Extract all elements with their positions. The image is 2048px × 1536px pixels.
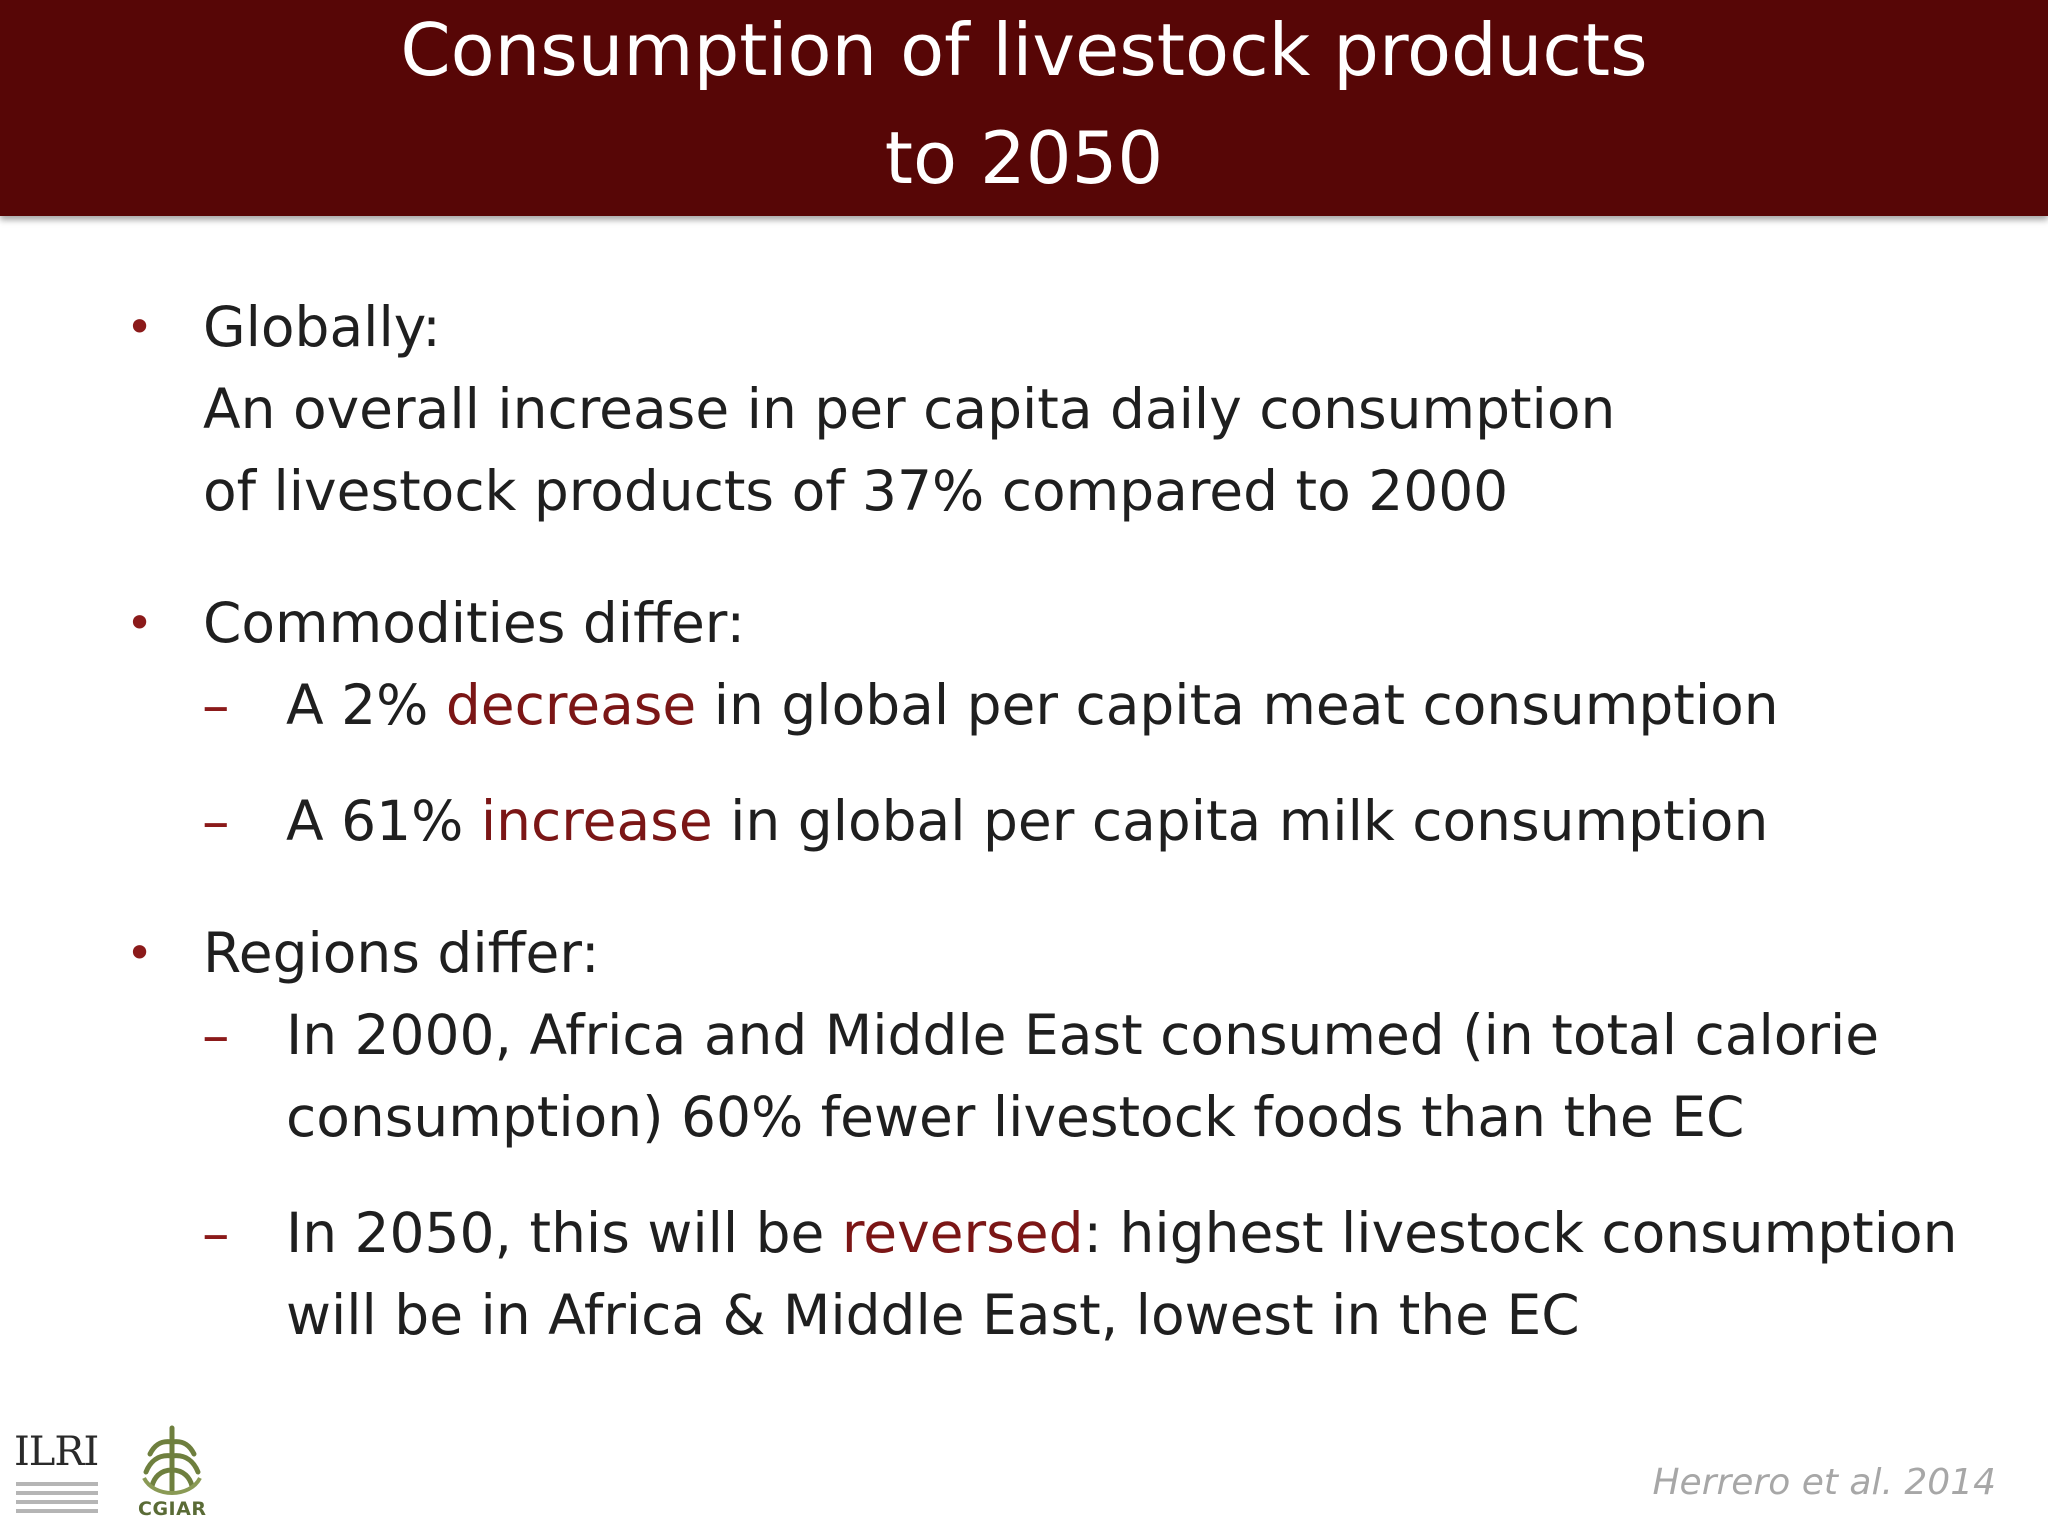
dash-marker: – — [202, 1003, 230, 1067]
meat-text-pre: A 2% — [286, 673, 446, 737]
meat-text-post: in global per capita meat consumption — [696, 673, 1779, 737]
regions-2000-line-1: In 2000, Africa and Middle East consumed… — [286, 1003, 1880, 1067]
commodities-heading: Commodities differ: — [203, 591, 745, 655]
regions-heading: Regions differ: — [203, 921, 600, 985]
globally-line-2: of livestock products of 37% compared to… — [203, 459, 1509, 523]
dash-marker: – — [202, 673, 230, 737]
ilri-logo-text: ILRI — [14, 1429, 99, 1475]
cgiar-wheat-icon — [142, 1425, 202, 1495]
globally-line-1: An overall increase in per capita daily … — [203, 377, 1616, 441]
milk-highlight-increase: increase — [480, 789, 713, 853]
slide-title-line-1: Consumption of livestock products — [400, 8, 1648, 92]
commodities-milk-item: A 61% increase in global per capita milk… — [286, 780, 1768, 862]
ilri-logo-subtext — [16, 1482, 98, 1518]
dash-marker: – — [202, 1201, 230, 1265]
reversed-highlight: reversed — [841, 1201, 1084, 1265]
milk-text-post: in global per capita milk consumption — [712, 789, 1769, 853]
regions-2050-line-2: will be in Africa & Middle East, lowest … — [286, 1283, 1580, 1347]
reversed-text-post: : highest livestock consumption — [1083, 1201, 1958, 1265]
slide-title-line-2: to 2050 — [884, 116, 1164, 200]
reversed-text-pre: In 2050, this will be — [286, 1201, 842, 1265]
milk-text-pre: A 61% — [286, 789, 481, 853]
regions-2000-line-2: consumption) 60% fewer livestock foods t… — [286, 1085, 1745, 1149]
commodities-meat-item: A 2% decrease in global per capita meat … — [286, 664, 1779, 746]
bullet-marker: • — [126, 300, 154, 354]
citation: Herrero et al. 2014 — [1652, 1462, 1996, 1503]
bullet-marker: • — [126, 596, 154, 650]
slide-title-bar: Consumption of livestock products to 205… — [0, 0, 2048, 216]
bullet-marker: • — [126, 926, 154, 980]
dash-marker: – — [202, 789, 230, 853]
cgiar-logo-text: CGIAR — [138, 1498, 207, 1520]
globally-heading: Globally: — [203, 295, 441, 359]
regions-2050-line-1: In 2050, this will be reversed: highest … — [286, 1192, 1958, 1274]
meat-highlight-decrease: decrease — [445, 673, 697, 737]
ilri-logo: ILRI — [14, 1430, 104, 1520]
cgiar-logo: CGIAR — [130, 1420, 214, 1526]
